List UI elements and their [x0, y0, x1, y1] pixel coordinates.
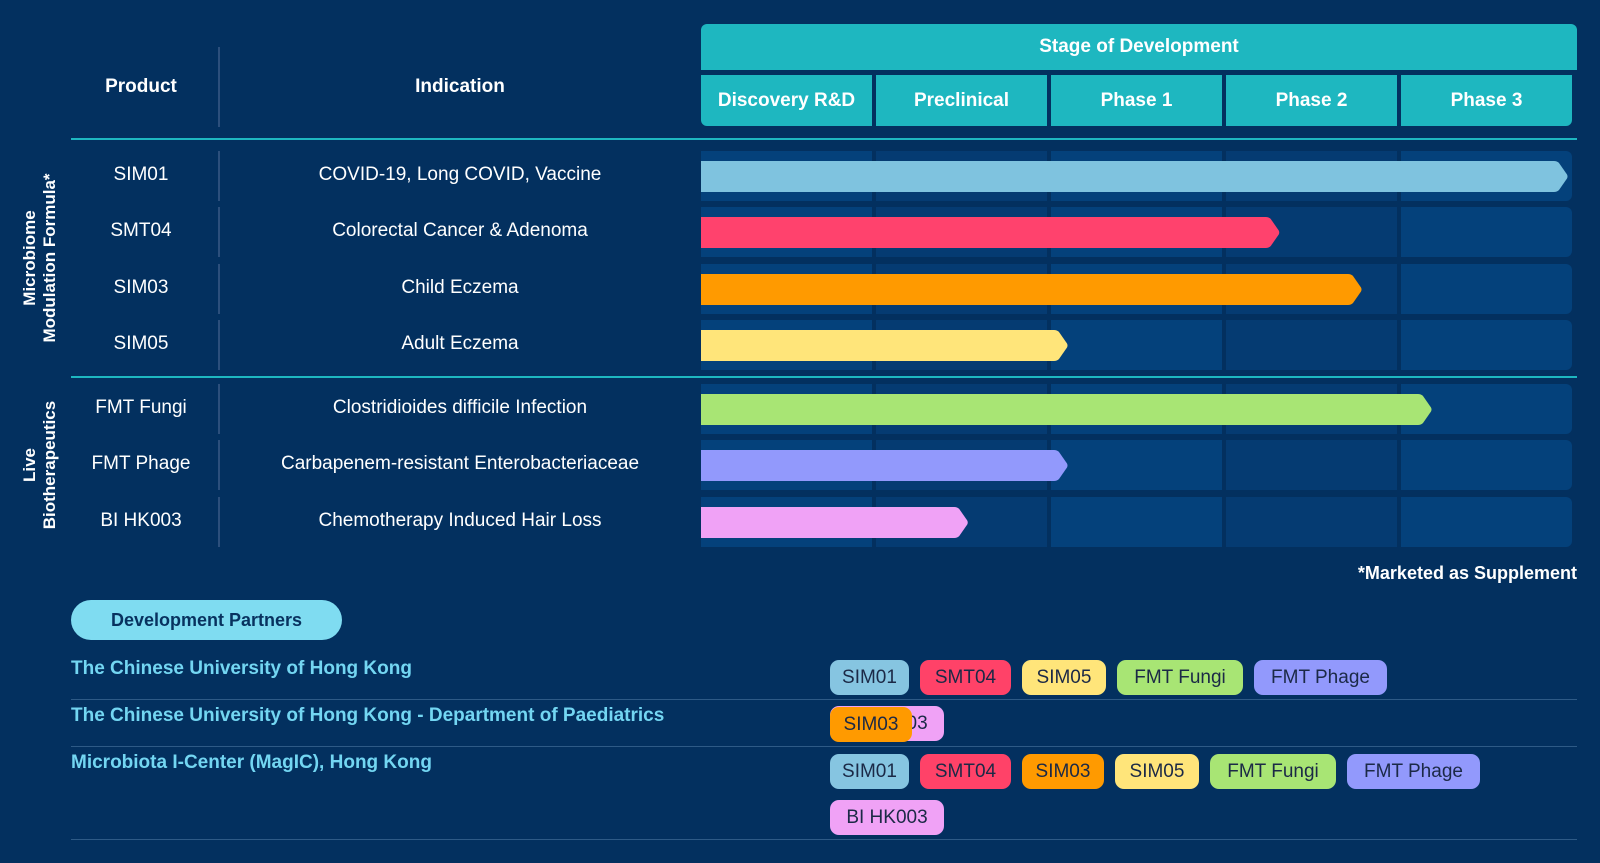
partner-tag-sim01: SIM01 — [830, 660, 909, 695]
stage-header-preclinical: Preclinical — [876, 75, 1047, 126]
stage-cell — [1226, 497, 1397, 547]
row-product: SIM03 — [113, 277, 169, 298]
partner-tag-sim05: SIM05 — [1115, 754, 1199, 789]
partner-tag-sim01: SIM01 — [830, 754, 909, 789]
partner-divider — [71, 746, 1577, 747]
stage-cell — [1051, 497, 1222, 547]
partner-tag-bi-hk003: BI HK003 — [830, 800, 944, 835]
progress-bar-sim03 — [701, 274, 1362, 305]
row-divider — [218, 320, 220, 370]
progress-bar-fmt-phage — [701, 450, 1068, 481]
stage-cell — [1401, 440, 1572, 490]
stage-cell — [1401, 207, 1572, 257]
stage-cell — [1051, 440, 1222, 490]
row-divider — [218, 264, 220, 314]
partner-tag-smt04: SMT04 — [920, 754, 1011, 789]
row-indication: Clostridioides difficile Infection — [332, 397, 588, 418]
group-label-microbiome: Microbiome Modulation Formula* — [20, 173, 59, 343]
stage-cell — [1401, 264, 1572, 314]
stage-cell — [1401, 497, 1572, 547]
partner-tag-smt04: SMT04 — [920, 660, 1011, 695]
partner-name: The Chinese University of Hong Kong - De… — [71, 705, 665, 726]
row-indication: Adult Eczema — [401, 333, 519, 354]
stage-of-development-header: Stage of Development — [701, 24, 1577, 70]
row-product: SIM01 — [113, 164, 169, 185]
stage-header-phase-3: Phase 3 — [1401, 75, 1572, 126]
stage-header-discovery-r-d: Discovery R&D — [701, 75, 872, 126]
progress-bar-sim01 — [701, 161, 1568, 192]
row-indication: Colorectal Cancer & Adenoma — [332, 220, 588, 241]
row-product: SIM05 — [113, 333, 169, 354]
partner-tag-sim03: SIM03 — [1022, 754, 1104, 789]
indication-header: Indication — [415, 76, 505, 97]
partner-tag-fmt-fungi: FMT Fungi — [1117, 660, 1243, 695]
row-product: BI HK003 — [100, 510, 182, 531]
partner-tag-fmt-fungi: FMT Fungi — [1210, 754, 1336, 789]
stage-header-phase-1: Phase 1 — [1051, 75, 1222, 126]
partner-tag-sim03: SIM03 — [830, 707, 912, 742]
group-label-live-biotherapeutics: Live Biotherapeutics — [20, 400, 59, 530]
progress-bar-smt04 — [701, 217, 1280, 248]
progress-bar-sim05 — [701, 330, 1068, 361]
partner-tag-fmt-phage: FMT Phage — [1254, 660, 1387, 695]
row-divider — [218, 384, 220, 434]
development-partners-title: Development Partners — [71, 600, 342, 640]
partner-name: Microbiota I-Center (MagIC), Hong Kong — [71, 752, 432, 773]
stage-cell — [1401, 320, 1572, 370]
stage-cell — [1226, 440, 1397, 490]
supplement-note: *Marketed as Supplement — [1357, 563, 1577, 583]
row-product: FMT Fungi — [95, 397, 187, 418]
product-header: Product — [105, 76, 177, 97]
row-indication: Child Eczema — [401, 277, 519, 298]
row-divider — [218, 207, 220, 257]
progress-bar-bi-hk003 — [701, 507, 968, 538]
row-product: SMT04 — [110, 220, 172, 241]
row-divider — [218, 440, 220, 490]
partner-divider — [71, 699, 1577, 700]
header-bottom-line — [71, 138, 1577, 140]
progress-bar-fmt-fungi — [701, 394, 1432, 425]
stage-cell — [1226, 320, 1397, 370]
partner-tag-sim05: SIM05 — [1022, 660, 1106, 695]
group-divider-line — [71, 376, 1577, 378]
partner-tag-fmt-phage: FMT Phage — [1347, 754, 1480, 789]
row-indication: COVID-19, Long COVID, Vaccine — [318, 164, 602, 185]
stage-cell — [1051, 320, 1222, 370]
partner-divider — [71, 839, 1577, 840]
stage-header-phase-2: Phase 2 — [1226, 75, 1397, 126]
row-indication: Carbapenem-resistant Enterobacteriaceae — [280, 453, 640, 474]
row-divider — [218, 497, 220, 547]
row-divider — [218, 151, 220, 201]
row-indication: Chemotherapy Induced Hair Loss — [318, 510, 602, 531]
row-product: FMT Phage — [91, 453, 191, 474]
header-divider — [218, 47, 220, 127]
partner-name: The Chinese University of Hong Kong — [71, 658, 412, 679]
